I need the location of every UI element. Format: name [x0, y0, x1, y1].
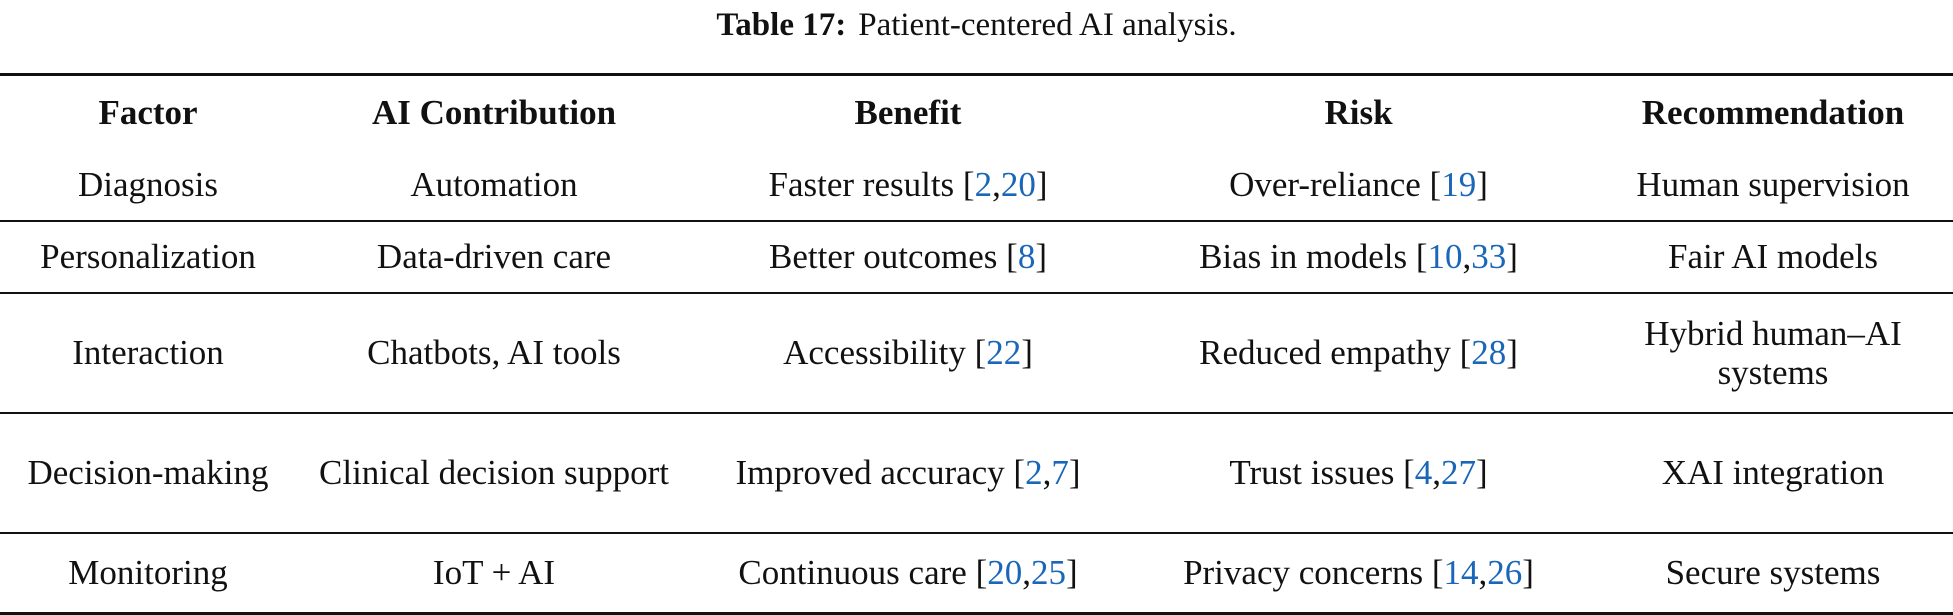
cell-ai-contribution: Data-driven care: [376, 237, 612, 277]
cell-risk-text: Reduced empathy: [1199, 333, 1451, 373]
cell-recommendation: XAI integration: [1661, 453, 1885, 493]
citation-link[interactable]: 26: [1487, 553, 1523, 593]
citation-link[interactable]: 27: [1441, 453, 1477, 493]
citation-link[interactable]: 33: [1471, 237, 1507, 277]
citation-link[interactable]: 25: [1030, 553, 1066, 593]
table-row: Decision-making Clinical decision support…: [0, 413, 1953, 533]
header-benefit: Benefit: [854, 93, 962, 133]
cell-ai-contribution: Chatbots, AI tools: [367, 333, 621, 373]
cell-risk: Reduced empathy [28]: [1199, 333, 1518, 373]
cell-factor: Personalization: [40, 237, 256, 277]
table-row: Personalization Data-driven care Better ou…: [0, 221, 1953, 293]
table-row: Diagnosis Automation Faster results [2,20]…: [0, 150, 1953, 221]
cell-risk-text: Trust issues: [1229, 453, 1395, 493]
cell-benefit-text: Improved accuracy: [735, 453, 1005, 493]
table-row: Interaction Chatbots, AI tools Accessibili…: [0, 293, 1953, 413]
cell-benefit-text: Accessibility: [783, 333, 966, 373]
cell-benefit: Accessibility [22]: [783, 333, 1033, 373]
cell-risk-text: Bias in models: [1199, 237, 1408, 277]
cell-ai-contribution: Automation: [410, 165, 578, 205]
cell-benefit-text: Better outcomes: [769, 237, 998, 277]
citation-link[interactable]: 10: [1427, 237, 1463, 277]
cell-risk: Bias in models [10,33]: [1199, 237, 1518, 277]
citation-link[interactable]: 22: [986, 333, 1022, 373]
header-risk: Risk: [1324, 93, 1393, 133]
citation-link[interactable]: 20: [987, 553, 1023, 593]
citation-link[interactable]: 14: [1443, 553, 1479, 593]
citation-link[interactable]: 7: [1051, 453, 1069, 493]
cell-recommendation: Fair AI models: [1668, 237, 1878, 277]
header-factor: Factor: [98, 93, 198, 133]
cell-benefit: Continuous care [20,25]: [738, 553, 1078, 593]
patient-centered-ai-table: Factor AI Contribution Benefit Risk Reco…: [0, 73, 1953, 615]
cell-recommendation: Hybrid human–AI systems: [1644, 313, 1902, 392]
citation-link[interactable]: 2: [974, 165, 993, 205]
cell-benefit-text: Faster results: [768, 165, 955, 205]
table-caption-label: Table 17:: [716, 6, 847, 43]
cell-ai-contribution: IoT + AI: [432, 553, 556, 593]
citation-link[interactable]: 19: [1441, 165, 1477, 205]
cell-factor: Interaction: [72, 333, 224, 373]
citation-link[interactable]: 2: [1025, 453, 1043, 493]
table-caption-text: Patient-centered AI analysis.: [858, 6, 1237, 43]
cell-factor: Diagnosis: [78, 165, 218, 205]
cell-recommendation: Secure systems: [1665, 553, 1881, 593]
cell-recommendation: Human supervision: [1636, 165, 1910, 205]
cell-risk: Trust issues [4,27]: [1229, 453, 1488, 493]
cell-risk-text: Over-reliance: [1229, 165, 1421, 205]
cell-factor: Monitoring: [68, 553, 228, 593]
cell-benefit: Faster results [2,20]: [768, 165, 1048, 205]
cell-ai-contribution: Clinical decision support: [319, 453, 669, 493]
cell-benefit: Improved accuracy [2,7]: [735, 453, 1081, 493]
citation-link[interactable]: 8: [1017, 237, 1036, 277]
cell-benefit: Better outcomes [8]: [769, 237, 1047, 277]
citation-link[interactable]: 4: [1414, 453, 1433, 493]
header-recommendation: Recommendation: [1641, 93, 1905, 133]
table-row: Monitoring IoT + AI Continuous care [20,25…: [0, 533, 1953, 614]
cell-benefit-text: Continuous care: [738, 553, 967, 593]
cell-factor: Decision-making: [27, 453, 269, 493]
citation-link[interactable]: 20: [1000, 165, 1036, 205]
citation-link[interactable]: 28: [1471, 333, 1507, 373]
header-ai-contribution: AI Contribution: [371, 93, 617, 133]
cell-risk-text: Privacy concerns: [1183, 553, 1424, 593]
table-header-row: Factor AI Contribution Benefit Risk Reco…: [0, 74, 1953, 151]
table-caption: Table 17: Patient-centered AI analysis.: [0, 0, 1953, 50]
cell-risk: Over-reliance [19]: [1229, 165, 1488, 205]
cell-risk: Privacy concerns [14,26]: [1183, 553, 1534, 593]
